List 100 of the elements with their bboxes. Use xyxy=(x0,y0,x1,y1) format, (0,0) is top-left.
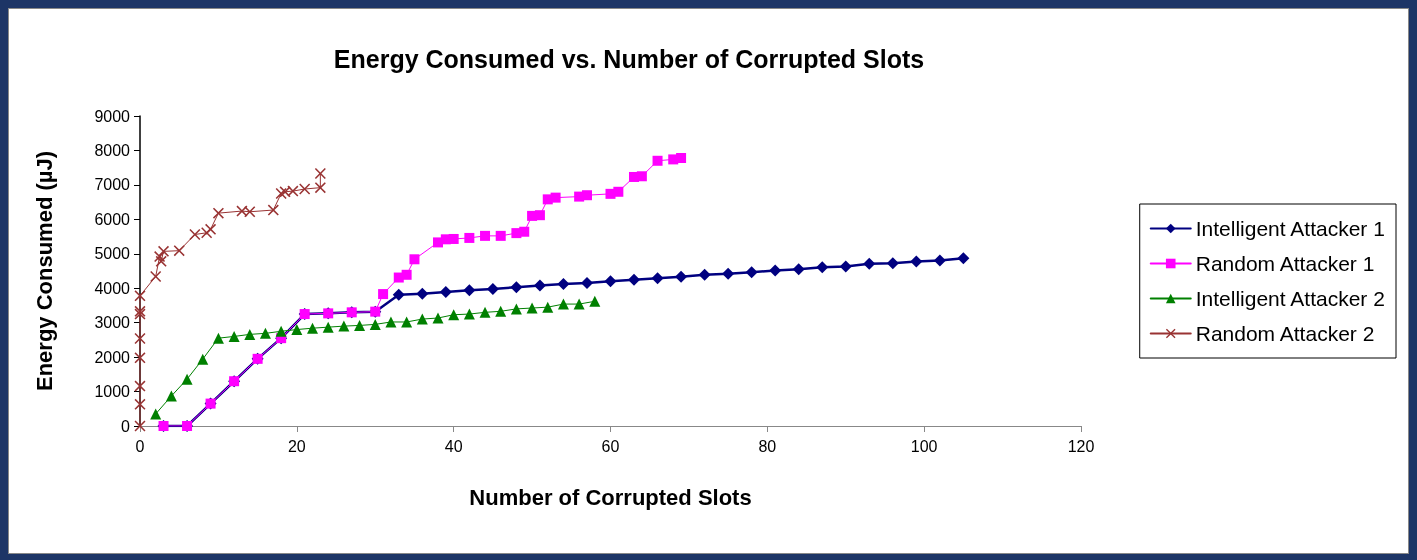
point xyxy=(533,279,546,292)
point xyxy=(589,295,601,307)
point xyxy=(267,204,279,216)
point xyxy=(244,328,256,340)
x-axis-title: Number of Corrupted Slots xyxy=(469,484,752,510)
point xyxy=(158,245,170,257)
y-tick-label: 9000 xyxy=(94,107,131,125)
point xyxy=(534,210,545,221)
chart-title: Energy Consumed vs. Number of Corrupted Slots xyxy=(333,44,925,73)
point xyxy=(628,273,641,286)
point xyxy=(480,230,491,241)
point xyxy=(314,168,326,180)
point xyxy=(957,252,970,265)
point xyxy=(189,228,201,240)
point xyxy=(722,267,735,280)
point xyxy=(448,233,459,244)
legend-label: Random Attacker 1 xyxy=(1195,252,1375,275)
point xyxy=(557,278,570,291)
point xyxy=(392,288,405,301)
point xyxy=(385,316,397,328)
y-tick-label: 0 xyxy=(121,417,131,435)
point xyxy=(651,272,664,285)
point xyxy=(134,352,146,364)
x-tick-label: 80 xyxy=(758,437,777,455)
point xyxy=(463,308,475,320)
point xyxy=(212,332,224,344)
point xyxy=(244,206,256,218)
point xyxy=(378,289,389,300)
point xyxy=(526,302,538,314)
x-tick-label: 0 xyxy=(135,437,145,455)
point xyxy=(479,306,491,318)
x-tick-label: 120 xyxy=(1067,437,1095,455)
point xyxy=(557,298,569,310)
point xyxy=(212,207,224,219)
point xyxy=(573,298,585,310)
point xyxy=(416,287,429,300)
point xyxy=(839,260,852,273)
point xyxy=(910,255,923,268)
point xyxy=(510,303,522,315)
point xyxy=(155,255,167,267)
point xyxy=(299,183,311,195)
point xyxy=(439,286,452,299)
y-tick-label: 1000 xyxy=(94,383,131,401)
point xyxy=(745,266,758,279)
y-tick-label: 3000 xyxy=(94,314,131,332)
point xyxy=(495,230,506,241)
point xyxy=(205,223,217,235)
point xyxy=(401,269,412,280)
point xyxy=(307,322,319,334)
point xyxy=(495,305,507,317)
y-tick-label: 7000 xyxy=(94,176,131,194)
point xyxy=(134,380,146,392)
point xyxy=(463,284,476,297)
point xyxy=(150,271,162,283)
point xyxy=(675,270,688,283)
x-tick-label: 100 xyxy=(910,437,938,455)
y-tick-label: 2000 xyxy=(94,348,131,366)
point xyxy=(287,185,299,197)
point xyxy=(369,318,381,330)
point xyxy=(228,330,240,342)
point xyxy=(181,373,193,385)
legend-label: Random Attacker 2 xyxy=(1195,322,1375,345)
point xyxy=(792,263,805,276)
point xyxy=(698,268,711,281)
y-tick-label: 5000 xyxy=(94,245,131,263)
point xyxy=(550,192,561,203)
point xyxy=(165,390,177,402)
x-tick-label: 20 xyxy=(287,437,306,455)
legend-label: Intelligent Attacker 1 xyxy=(1195,217,1385,240)
point xyxy=(197,353,209,365)
point xyxy=(542,301,554,313)
point xyxy=(816,261,829,274)
point xyxy=(409,254,420,265)
point xyxy=(354,319,366,331)
y-tick-label: 4000 xyxy=(94,279,131,297)
point xyxy=(314,182,326,194)
point xyxy=(322,321,334,333)
point xyxy=(416,313,428,325)
point xyxy=(933,254,946,267)
point xyxy=(150,408,162,420)
point xyxy=(275,325,287,337)
point xyxy=(259,327,271,339)
point xyxy=(581,190,592,201)
point xyxy=(464,232,475,243)
point xyxy=(134,290,146,302)
point xyxy=(173,245,185,257)
point xyxy=(604,275,617,288)
point xyxy=(432,312,444,324)
x-tick-label: 40 xyxy=(444,437,463,455)
point xyxy=(134,398,146,410)
point xyxy=(676,153,687,164)
point xyxy=(291,324,303,336)
point xyxy=(886,257,899,270)
point xyxy=(401,316,413,328)
point xyxy=(510,281,523,294)
y-tick-label: 8000 xyxy=(94,141,131,159)
point xyxy=(134,333,146,345)
point xyxy=(652,155,663,166)
point xyxy=(769,264,782,277)
legend-label: Intelligent Attacker 2 xyxy=(1195,287,1385,310)
